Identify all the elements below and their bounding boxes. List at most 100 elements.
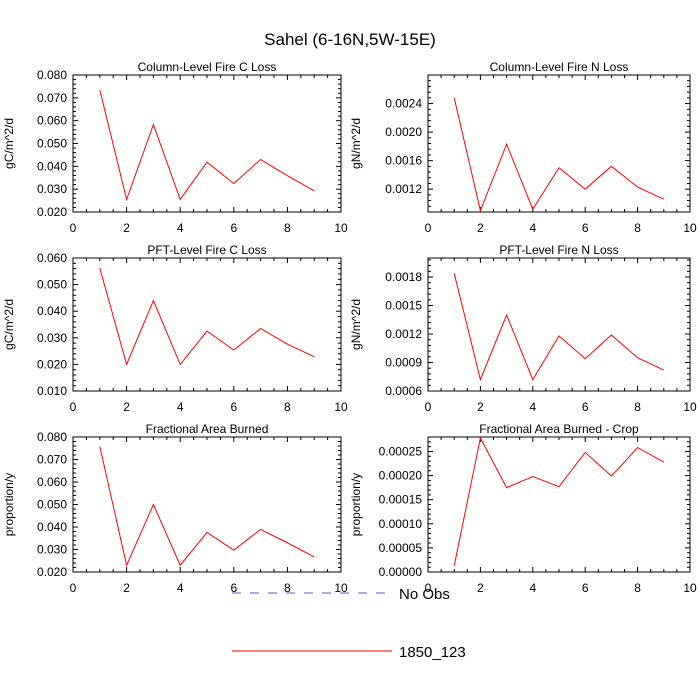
y-tick-label: 0.00005 — [379, 541, 423, 555]
chart-column-level-fire-n-loss: Column-Level Fire N Loss gN/m^2/d 0 2 4 6 8 10 0… — [349, 60, 697, 235]
chart-title: Column-Level Fire N Loss — [490, 60, 629, 74]
y-tick-label: 0.00025 — [379, 444, 423, 458]
x-tick-label: 4 — [177, 400, 184, 414]
x-tick-label: 8 — [284, 221, 291, 235]
y-axis-label: gN/m^2/d — [349, 118, 363, 169]
y-tick-label: 0.060 — [37, 114, 67, 128]
x-tick-label: 2 — [477, 400, 484, 414]
y-tick-label: 0.00010 — [379, 517, 423, 531]
x-tick-label: 6 — [582, 581, 589, 595]
y-axis-label: proportion/y — [2, 473, 16, 536]
plot-frame — [72, 257, 342, 392]
y-tick-label: 0.050 — [37, 278, 67, 292]
y-tick-label: 0.030 — [37, 331, 67, 345]
x-tick-label: 8 — [634, 400, 641, 414]
y-axis-label: gN/m^2/d — [349, 299, 363, 350]
chart-panels: Column-Level Fire C Loss gC/m^2/d 0 2 4 6 8 10 0… — [2, 60, 697, 595]
x-tick-label: 0 — [70, 581, 77, 595]
x-tick-label: 4 — [529, 221, 536, 235]
y-tick-label: 0.0009 — [385, 356, 422, 370]
plot-frame — [427, 74, 691, 213]
y-tick-label: 0.070 — [37, 453, 67, 467]
x-tick-label: 0 — [425, 221, 432, 235]
series-line-1850-123 — [453, 97, 665, 213]
y-tick-label: 0.00015 — [379, 493, 423, 507]
x-tick-label: 0 — [425, 400, 432, 414]
chart-title: Fractional Area Burned - Crop — [479, 422, 639, 436]
x-tick-label: 6 — [230, 400, 237, 414]
x-tick-label: 6 — [582, 221, 589, 235]
chart-fractional-area-burned-crop: Fractional Area Burned - Crop proportion/… — [349, 422, 697, 595]
x-tick-label: 8 — [284, 400, 291, 414]
x-tick-label: 4 — [529, 581, 536, 595]
y-tick-label: 0.040 — [37, 520, 67, 534]
x-tick-label: 0 — [425, 581, 432, 595]
figure-title: Sahel (6-16N,5W-15E) — [264, 30, 436, 49]
y-tick-label: 0.00000 — [379, 565, 423, 579]
y-tick-label: 0.020 — [37, 205, 67, 219]
y-tick-label: 0.070 — [37, 91, 67, 105]
y-axis-label: proportion/y — [349, 473, 363, 536]
y-tick-label: 0.050 — [37, 498, 67, 512]
y-axis-label: gC/m^2/d — [2, 118, 16, 169]
y-tick-label: 0.080 — [37, 68, 67, 82]
x-tick-label: 0 — [70, 400, 77, 414]
x-tick-label: 10 — [334, 400, 348, 414]
chart-title: PFT-Level Fire C Loss — [147, 243, 266, 257]
y-tick-label: 0.0012 — [385, 327, 422, 341]
y-tick-label: 0.0018 — [385, 270, 422, 284]
y-tick-label: 0.020 — [37, 565, 67, 579]
x-tick-label: 10 — [334, 221, 348, 235]
x-tick-label: 2 — [123, 221, 130, 235]
x-tick-label: 2 — [123, 400, 130, 414]
plot-frame — [427, 436, 691, 573]
y-tick-label: 0.060 — [37, 251, 67, 265]
y-tick-label: 0.040 — [37, 304, 67, 318]
series-line-1850-123 — [99, 267, 315, 366]
y-tick-label: 0.030 — [37, 182, 67, 196]
chart-title: Fractional Area Burned — [146, 422, 269, 436]
series-line-1850-123 — [99, 446, 315, 567]
y-tick-label: 0.0006 — [385, 384, 422, 398]
y-tick-label: 0.00020 — [379, 469, 423, 483]
y-tick-label: 0.080 — [37, 430, 67, 444]
chart-title: Column-Level Fire C Loss — [138, 60, 277, 74]
x-tick-label: 10 — [683, 221, 697, 235]
chart-column-level-fire-c-loss: Column-Level Fire C Loss gC/m^2/d 0 2 4 6 8 10 0… — [2, 60, 348, 235]
y-axis-label: gC/m^2/d — [2, 299, 16, 350]
x-tick-label: 8 — [634, 221, 641, 235]
x-tick-label: 0 — [70, 221, 77, 235]
series-line-1850-123 — [99, 89, 315, 202]
y-tick-label: 0.0015 — [385, 299, 422, 313]
series-line-1850-123 — [453, 273, 665, 382]
legend-label-no-obs: No Obs — [399, 586, 450, 603]
x-tick-label: 6 — [230, 221, 237, 235]
y-tick-label: 0.060 — [37, 475, 67, 489]
x-tick-label: 4 — [177, 221, 184, 235]
x-tick-label: 6 — [230, 581, 237, 595]
x-tick-label: 2 — [477, 221, 484, 235]
legend-label-1850-123: 1850_123 — [399, 644, 466, 661]
y-tick-label: 0.030 — [37, 543, 67, 557]
y-tick-label: 0.0016 — [385, 154, 422, 168]
x-tick-label: 4 — [529, 400, 536, 414]
y-tick-label: 0.0024 — [385, 97, 422, 111]
x-tick-label: 10 — [334, 581, 348, 595]
chart-title: PFT-Level Fire N Loss — [499, 243, 618, 257]
x-tick-label: 2 — [123, 581, 130, 595]
chart-pft-level-fire-n-loss: PFT-Level Fire N Loss gN/m^2/d 0 2 4 6 8 10 0.00… — [349, 243, 697, 414]
x-tick-label: 4 — [177, 581, 184, 595]
y-tick-label: 0.040 — [37, 159, 67, 173]
y-tick-label: 0.010 — [37, 384, 67, 398]
chart-pft-level-fire-c-loss: PFT-Level Fire C Loss gC/m^2/d 0 2 4 6 8 10 0.01… — [2, 243, 348, 414]
x-tick-label: 8 — [284, 581, 291, 595]
x-tick-label: 6 — [582, 400, 589, 414]
x-tick-label: 8 — [634, 581, 641, 595]
y-tick-label: 0.050 — [37, 137, 67, 151]
y-tick-label: 0.0020 — [385, 125, 422, 139]
y-tick-label: 0.020 — [37, 357, 67, 371]
legend: No Obs 1850_123 — [232, 586, 466, 661]
chart-fractional-area-burned: Fractional Area Burned proportion/y 0 2 4 6 8 1… — [2, 422, 348, 595]
x-tick-label: 2 — [477, 581, 484, 595]
